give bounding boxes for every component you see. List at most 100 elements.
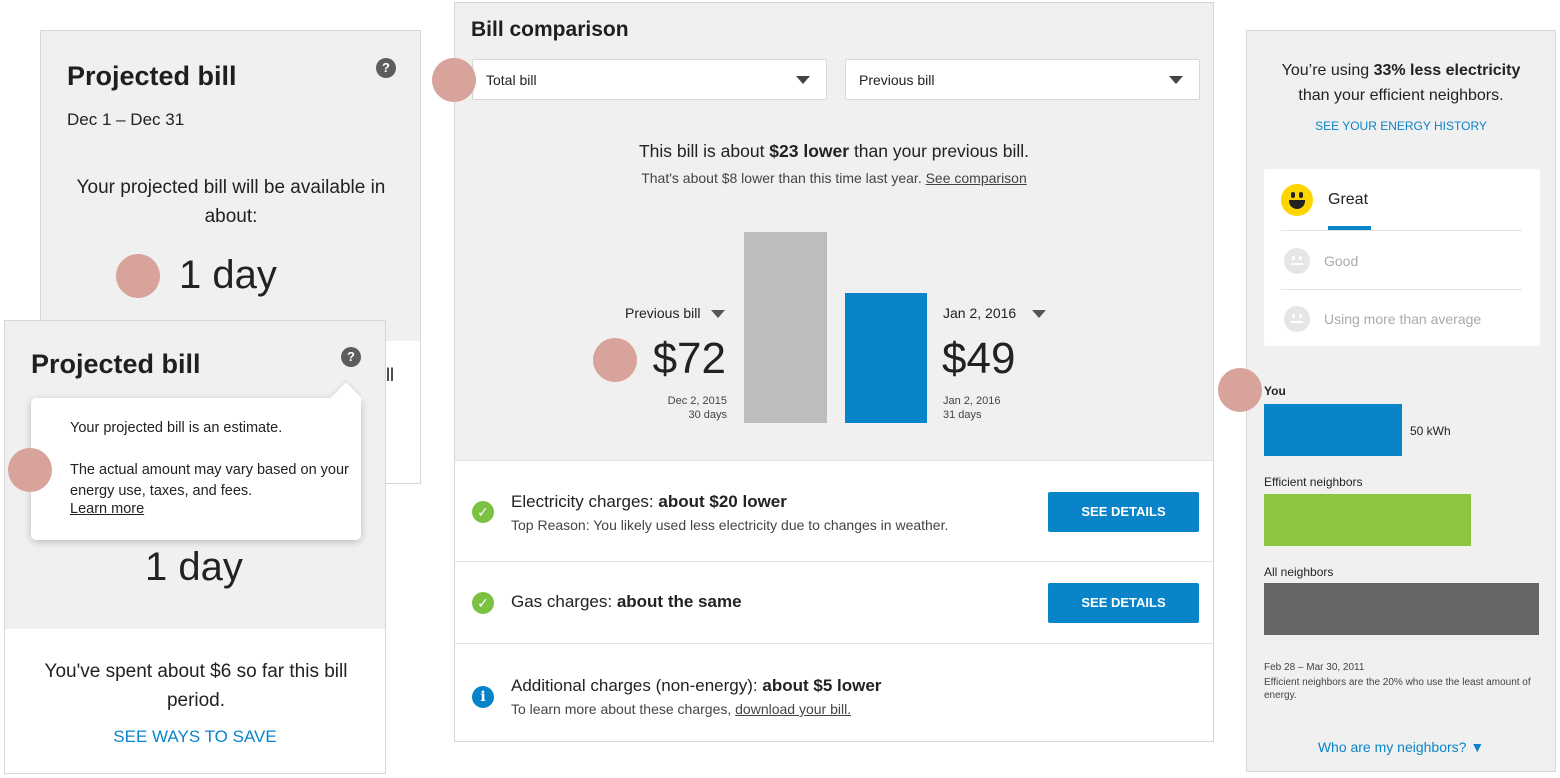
previous-bill-date: Dec 2, 2015 (667, 395, 727, 407)
charge-reason: Top Reason: You likely used less electri… (511, 517, 949, 533)
mouth (1291, 263, 1303, 265)
tooltip-line-1: Your projected bill is an estimate. (70, 420, 283, 436)
eye (1299, 314, 1302, 318)
charge-change: about $20 lower (658, 492, 787, 511)
smiley-great-icon (1281, 184, 1313, 216)
comparison-headline: This bill is about $23 lower than your p… (455, 141, 1213, 162)
efficient-neighbors-label: Efficient neighbors (1264, 475, 1363, 489)
energy-history-link[interactable]: SEE YOUR ENERGY HISTORY (1315, 119, 1487, 133)
charge-title: Gas charges: about the same (511, 592, 742, 612)
rating-card: Great Good Using more than average (1264, 169, 1540, 346)
projected-bill-card-front: Projected bill ? 1 day You've spent abou… (4, 320, 386, 774)
learn-more-link[interactable]: Learn more (70, 501, 145, 517)
rating-more-than-average: Using more than average (1324, 311, 1482, 327)
headline-text: than your previous bill. (849, 141, 1030, 161)
projected-bill-title: Projected bill (67, 61, 237, 91)
projected-bill-title: Projected bill (31, 349, 201, 379)
see-comparison-link[interactable]: See comparison (925, 170, 1027, 186)
efficient-neighbors-bar (1264, 494, 1471, 546)
smiley-good-icon (1284, 248, 1310, 274)
comparison-select[interactable]: Previous bill (845, 59, 1200, 100)
select-value: Previous bill (859, 72, 935, 88)
neighbor-comparison-card: You’re using 33% less electricity than y… (1246, 30, 1556, 772)
check-circle-icon: ✓ (472, 592, 494, 614)
you-usage-value: 50 kWh (1410, 424, 1451, 438)
headline-amount: $23 lower (769, 141, 850, 161)
charge-row-electricity: ✓ Electricity charges: about $20 lower T… (455, 460, 1213, 561)
charge-label: Electricity charges: (511, 492, 659, 511)
eye (1292, 314, 1295, 318)
tooltip-pointer-cover (321, 398, 361, 412)
charge-title: Electricity charges: about $20 lower (511, 492, 787, 512)
who-are-my-neighbors-link[interactable]: Who are my neighbors? ▼ (1317, 739, 1485, 755)
availability-text: Your projected bill will be available in… (76, 177, 386, 227)
previous-bill-days: 30 days (688, 409, 727, 421)
you-usage-bar (1264, 404, 1402, 456)
divider (1281, 289, 1522, 290)
rating-great: Great (1328, 191, 1369, 208)
efficient-neighbors-footnote: Efficient neighbors are the 20% who use … (1264, 677, 1531, 701)
current-bill-dropdown[interactable]: Jan 2, 2016 (943, 305, 1017, 321)
bill-period-dates: Dec 1 – Dec 31 (67, 110, 185, 129)
hotspot-marker (593, 338, 637, 382)
usage-percent: 33% less electricity (1373, 62, 1521, 79)
selected-indicator (1328, 226, 1371, 230)
chevron-down-icon[interactable] (1032, 310, 1046, 318)
obscured-text: ll (386, 365, 394, 385)
eye (1299, 256, 1302, 260)
charge-change: about the same (616, 592, 742, 611)
previous-bill-bar (744, 232, 827, 423)
tooltip-line-2: The actual amount may vary based on your… (70, 462, 349, 499)
help-icon[interactable]: ? (341, 347, 361, 367)
bill-type-select[interactable]: Total bill (472, 59, 827, 100)
help-icon[interactable]: ? (376, 58, 396, 78)
eye (1292, 256, 1295, 260)
previous-bill-dropdown[interactable]: Previous bill (625, 305, 701, 321)
headline-text: This bill is about (638, 141, 770, 161)
see-details-button[interactable]: SEE DETAILS (1048, 492, 1199, 532)
comparison-subtext: That's about $8 lower than this time las… (455, 170, 1213, 186)
see-ways-to-save-link[interactable]: SEE WAYS TO SAVE (113, 727, 277, 746)
select-value: Total bill (486, 72, 537, 88)
you-label: You (1264, 384, 1286, 398)
chevron-down-icon (1169, 76, 1183, 84)
current-bill-amount: $49 (942, 334, 1016, 383)
subtext: That's about $8 lower than this time las… (641, 170, 926, 186)
card-bottom-section (5, 629, 385, 773)
hotspot-marker (432, 58, 476, 102)
charges-list: ✓ Electricity charges: about $20 lower T… (455, 460, 1213, 741)
eye (1291, 192, 1295, 198)
check-circle-icon: ✓ (472, 501, 494, 523)
charge-row-additional: i Additional charges (non-energy): about… (455, 643, 1213, 741)
countdown-value: 1 day (145, 545, 243, 589)
mouth (1291, 321, 1303, 323)
comparison-period: Feb 28 – Mar 30, 2011 (1264, 662, 1365, 673)
charge-label: Gas charges: (511, 592, 617, 611)
hotspot-marker (116, 254, 160, 298)
usage-summary: You’re using 33% less electricity (1247, 62, 1555, 80)
chevron-down-icon (796, 76, 810, 84)
charge-label: Additional charges (non-energy): (511, 676, 763, 695)
current-bill-days: 31 days (943, 409, 982, 421)
usage-text: You’re using (1281, 62, 1374, 79)
bill-comparison-card: Bill comparison Total bill Previous bill… (454, 2, 1214, 742)
charge-note: To learn more about these charges, downl… (511, 701, 851, 717)
hotspot-marker (1218, 368, 1262, 412)
current-bill-bar (845, 293, 927, 423)
usage-summary-line-2: than your efficient neighbors. (1298, 87, 1504, 104)
charge-row-gas: ✓ Gas charges: about the same SEE DETAIL… (455, 561, 1213, 643)
countdown-value: 1 day (179, 253, 277, 297)
all-neighbors-bar (1264, 583, 1539, 635)
current-bill-date: Jan 2, 2016 (943, 395, 1001, 407)
charge-change: about $5 lower (762, 676, 882, 695)
chevron-down-icon[interactable] (711, 310, 725, 318)
eye (1299, 192, 1303, 198)
spent-so-far-text: You've spent about $6 so far this bill p… (44, 661, 348, 711)
mouth (1289, 200, 1305, 209)
see-details-button[interactable]: SEE DETAILS (1048, 583, 1199, 623)
download-bill-link[interactable]: download your bill. (735, 701, 852, 717)
bill-comparison-title: Bill comparison (471, 18, 629, 41)
rating-good: Good (1324, 253, 1359, 269)
charge-title: Additional charges (non-energy): about $… (511, 676, 881, 696)
help-tooltip: Your projected bill is an estimate. The … (31, 382, 362, 540)
